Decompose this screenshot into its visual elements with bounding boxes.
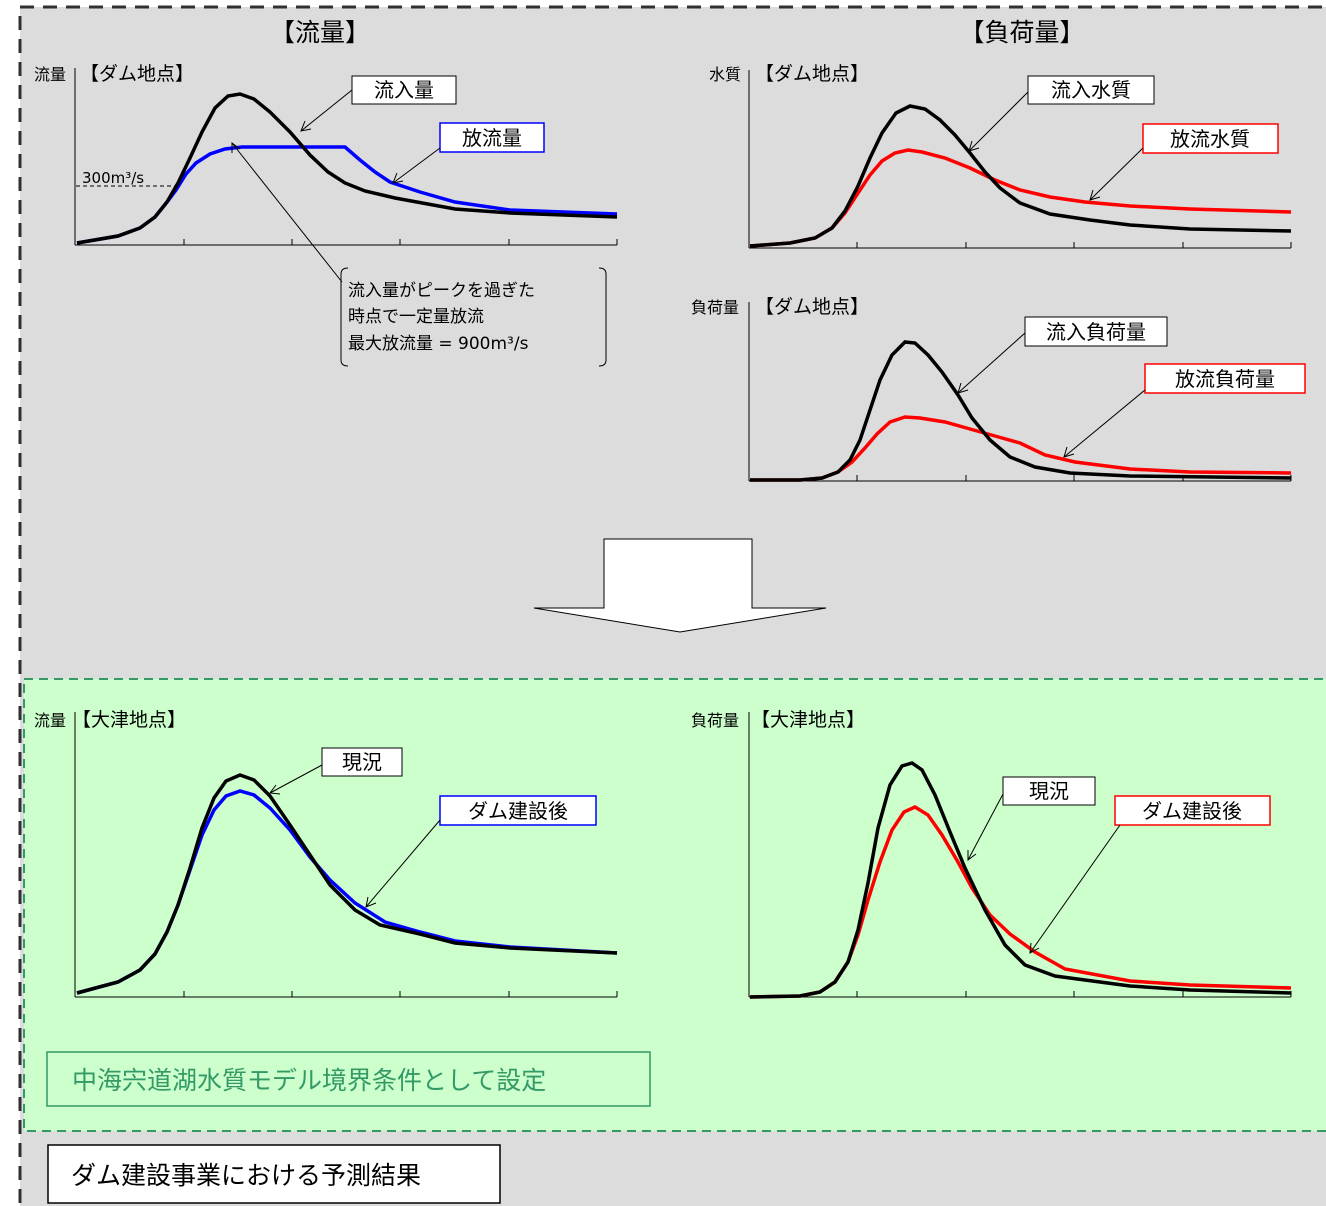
otsu-flow-station: 【大津地点】: [72, 709, 186, 731]
otsu-flow-current-series: [76, 773, 618, 995]
dam-flow-ticks: [183, 239, 618, 245]
dam-outflow-label-box: [439, 122, 545, 153]
dam-flow-arrows: [231, 89, 441, 283]
otsu-flow-after-label: ダム建設後: [468, 799, 568, 823]
dam-quality-inflow-label-box: [1027, 75, 1155, 105]
dam-quality-inflow-series: [749, 104, 1292, 248]
otsu-load-current-label-box: [1002, 776, 1096, 806]
dam-quality-outflow-label: 放流水質: [1170, 127, 1250, 151]
dam-quality-ticks: [856, 242, 1292, 248]
load-section-title: 【負荷量】: [959, 18, 1084, 47]
dam-load-ylabel: 負荷量: [691, 298, 739, 317]
otsu-flow-chart: 流量 【大津地点】 現況 ダム建設後: [34, 709, 618, 998]
result-caption-box: [47, 1144, 501, 1204]
dam-flow-chart: 流量 【ダム地点】 300m³/s 流入量 放流量: [34, 63, 618, 367]
dam-inflow-series: [76, 92, 618, 245]
peak-note-line-3: 最大放流量 = 900m³/s: [348, 334, 529, 354]
dam-load-outflow-label: 放流負荷量: [1175, 367, 1275, 391]
otsu-flow-ylabel: 流量: [34, 711, 66, 730]
dam-load-station: 【ダム地点】: [755, 296, 869, 318]
down-arrow: [533, 538, 827, 633]
dam-load-inflow-label: 流入負荷量: [1046, 320, 1146, 344]
otsu-flow-ticks: [183, 991, 618, 997]
dam-load-inflow-label-box: [1024, 316, 1168, 347]
otsu-load-current-label: 現況: [1029, 779, 1069, 803]
dam-load-chart: 負荷量 【ダム地点】 流入負荷量 放流負荷量: [691, 296, 1306, 482]
result-caption: ダム建設事業における予測結果: [71, 1161, 421, 1190]
otsu-load-chart: 負荷量 【大津地点】 現況 ダム建設後: [691, 709, 1292, 999]
dam-quality-ylabel: 水質: [709, 65, 741, 84]
dam-load-arrows: [957, 332, 1146, 458]
otsu-flow-after-label-box: [439, 795, 597, 826]
otsu-load-arrows: [967, 793, 1121, 954]
boundary-note-box: [46, 1051, 651, 1107]
flow-section-title: 【流量】: [270, 18, 370, 47]
dam-flow-station: 【ダム地点】: [80, 63, 194, 85]
ref-300-label: 300m³/s: [82, 169, 144, 187]
dam-flow-ylabel: 流量: [34, 65, 66, 84]
dam-quality-chart: 水質 【ダム地点】 流入水質 放流水質: [709, 63, 1292, 249]
otsu-flow-current-label: 現況: [342, 750, 382, 774]
otsu-load-current-series: [749, 761, 1292, 999]
otsu-load-station: 【大津地点】: [751, 709, 865, 731]
peak-note: 流入量がピークを過ぎた 時点で一定量放流 最大放流量 = 900m³/s: [340, 267, 607, 367]
dam-quality-inflow-label: 流入水質: [1051, 78, 1131, 102]
dam-load-outflow-label-box: [1144, 363, 1306, 394]
otsu-load-ylabel: 負荷量: [691, 711, 739, 730]
otsu-load-after-label: ダム建設後: [1142, 799, 1242, 823]
peak-note-line-1: 流入量がピークを過ぎた: [348, 281, 535, 301]
dam-inflow-label: 流入量: [374, 78, 434, 102]
boundary-note: 中海宍道湖水質モデル境界条件として設定: [72, 1066, 546, 1095]
dam-quality-station: 【ダム地点】: [755, 63, 869, 85]
dam-quality-outflow-label-box: [1142, 123, 1279, 154]
dam-outflow-label: 放流量: [462, 126, 522, 150]
dam-quality-arrows: [968, 91, 1144, 201]
peak-note-line-2: 時点で一定量放流: [348, 307, 484, 327]
otsu-load-after-label-box: [1114, 795, 1271, 826]
dam-load-inflow-series: [750, 340, 1292, 482]
otsu-flow-current-label-box: [321, 747, 403, 777]
otsu-flow-arrows: [269, 764, 441, 908]
